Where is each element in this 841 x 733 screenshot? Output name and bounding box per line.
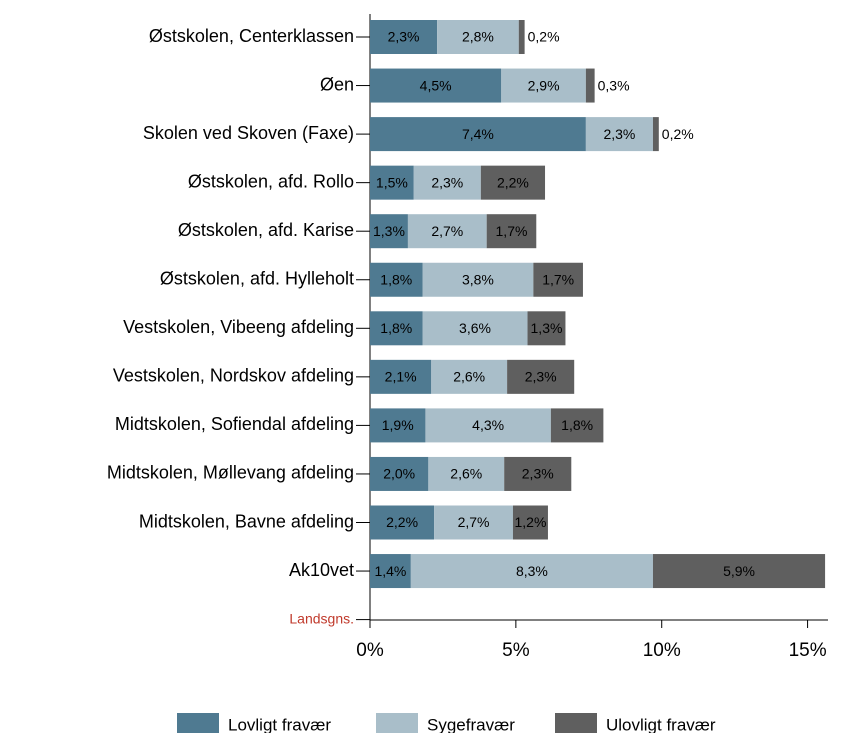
- value-label: 2,3%: [525, 369, 557, 385]
- value-label: 2,3%: [431, 174, 463, 190]
- value-label: 2,2%: [497, 174, 529, 190]
- bar-segment: [425, 408, 551, 443]
- bar-segment: [370, 165, 414, 200]
- y-tick-label: Vestskolen, Vibeeng afdeling: [123, 317, 354, 337]
- x-tick-label: 0%: [356, 640, 384, 661]
- bar-segment: [431, 359, 508, 394]
- bar-segment: [518, 20, 525, 54]
- y-tick-label: Øen: [320, 74, 354, 94]
- bar-segment: [370, 359, 432, 394]
- bar-segment: [422, 262, 534, 297]
- value-label: 1,7%: [496, 223, 528, 239]
- y-tick-label: Midtskolen, Sofiendal afdeling: [115, 414, 354, 434]
- bar-segment: [652, 117, 659, 152]
- bar-segment: [370, 117, 586, 152]
- x-tick-label: 5%: [502, 640, 530, 661]
- bar-segment: [370, 408, 426, 443]
- bar-segment: [370, 554, 411, 589]
- bar-segment: [428, 456, 505, 491]
- value-label: 2,8%: [462, 29, 494, 45]
- bar-segment: [501, 68, 586, 103]
- value-label: 7,4%: [462, 126, 494, 142]
- bar-segment: [413, 165, 481, 200]
- legend-swatch: [376, 713, 418, 733]
- y-tick-label: Skolen ved Skoven (Faxe): [143, 123, 354, 143]
- value-label: 4,3%: [472, 417, 504, 433]
- value-label: 0,2%: [662, 126, 694, 142]
- value-label: 1,8%: [561, 417, 593, 433]
- value-label: 1,4%: [374, 563, 406, 579]
- bar-segment: [370, 505, 435, 540]
- value-label: 1,2%: [514, 514, 546, 530]
- bar-segment: [527, 311, 566, 346]
- bar-segment: [504, 456, 572, 491]
- bar-segment: [652, 554, 826, 589]
- y-tick-label: Østskolen, Centerklassen: [149, 26, 354, 46]
- bar-segment: [437, 20, 519, 54]
- legend-swatch: [555, 713, 597, 733]
- bar-segment: [486, 214, 537, 249]
- bar-segment: [407, 214, 487, 249]
- y-tick-label: Østskolen, afd. Rollo: [188, 171, 354, 191]
- value-label: 2,9%: [528, 77, 560, 93]
- bar-segment: [585, 117, 653, 152]
- bar-segment: [410, 554, 653, 589]
- bar-segment: [434, 505, 513, 540]
- bar-segment: [512, 505, 548, 540]
- value-label: 3,6%: [459, 320, 491, 336]
- legend-swatch: [177, 713, 219, 733]
- y-tick-label: Midtskolen, Møllevang afdeling: [107, 463, 354, 483]
- value-label: 2,0%: [383, 466, 415, 482]
- value-label: 0,2%: [528, 29, 560, 45]
- y-tick-label: Østskolen, afd. Hylleholt: [160, 269, 354, 289]
- value-label: 3,8%: [462, 271, 494, 287]
- legend-label: Lovligt fravær: [228, 715, 331, 733]
- bar-segment: [507, 359, 575, 394]
- y-tick-label: Landsgns.: [289, 610, 354, 626]
- value-label: 5,9%: [723, 563, 755, 579]
- x-tick-label: 15%: [789, 640, 827, 661]
- value-label: 1,9%: [382, 417, 414, 433]
- bar-segment: [480, 165, 546, 200]
- value-label: 2,3%: [603, 126, 635, 142]
- bar-segment: [370, 262, 423, 297]
- value-label: 2,1%: [385, 369, 417, 385]
- value-label: 2,7%: [458, 514, 490, 530]
- value-label: 1,8%: [380, 271, 412, 287]
- bar-segment: [370, 20, 438, 54]
- bar-segment: [370, 68, 502, 103]
- bar-segment: [533, 262, 583, 297]
- value-label: 1,8%: [380, 320, 412, 336]
- value-label: 1,3%: [531, 320, 563, 336]
- value-label: 2,3%: [388, 29, 420, 45]
- value-label: 8,3%: [516, 563, 548, 579]
- bar-segment: [585, 68, 595, 103]
- legend-label: Sygefravær: [427, 715, 515, 733]
- value-label: 2,3%: [522, 466, 554, 482]
- value-label: 2,7%: [431, 223, 463, 239]
- y-tick-label: Ak10vet: [289, 560, 354, 580]
- bar-segment: [370, 214, 408, 249]
- bar-segment: [370, 311, 423, 346]
- value-label: 1,7%: [542, 271, 574, 287]
- y-tick-label: Vestskolen, Nordskov afdeling: [113, 366, 354, 386]
- legend-label: Ulovligt fravær: [606, 715, 716, 733]
- bar-segment: [422, 311, 528, 346]
- value-label: 4,5%: [420, 77, 452, 93]
- y-tick-label: Midtskolen, Bavne afdeling: [139, 511, 354, 531]
- bar-segment: [550, 408, 604, 443]
- value-label: 2,6%: [453, 369, 485, 385]
- value-label: 2,6%: [450, 466, 482, 482]
- x-tick-label: 10%: [643, 640, 681, 661]
- value-label: 1,5%: [376, 174, 408, 190]
- value-label: 0,3%: [598, 77, 630, 93]
- value-label: 2,2%: [386, 514, 418, 530]
- y-tick-label: Østskolen, afd. Karise: [178, 220, 354, 240]
- bar-segment: [370, 456, 429, 491]
- value-label: 1,3%: [373, 223, 405, 239]
